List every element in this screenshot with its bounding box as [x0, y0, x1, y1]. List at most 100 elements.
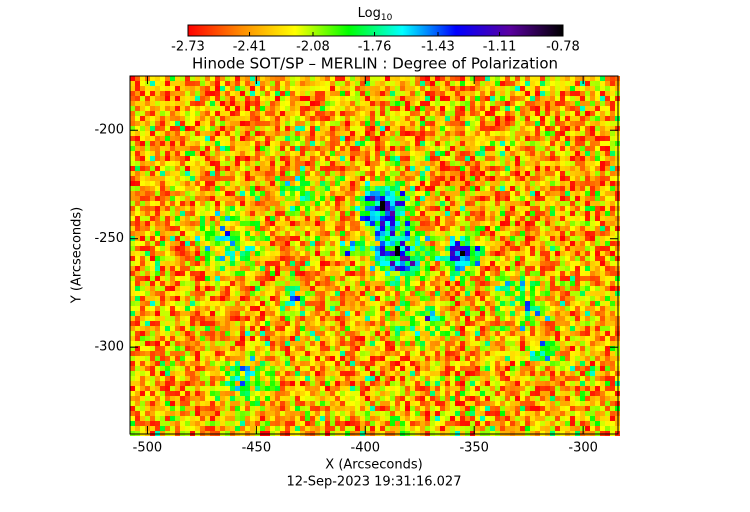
image-pixel	[210, 126, 215, 131]
image-pixel	[585, 311, 590, 316]
image-pixel	[235, 176, 240, 181]
image-pixel	[185, 171, 190, 176]
image-pixel	[430, 296, 435, 301]
image-pixel	[435, 86, 440, 91]
image-pixel	[570, 121, 575, 126]
image-pixel	[170, 176, 175, 181]
image-pixel	[275, 81, 280, 86]
image-pixel	[410, 111, 415, 116]
image-pixel	[325, 126, 330, 131]
image-pixel	[350, 201, 355, 206]
image-pixel	[595, 151, 600, 156]
image-pixel	[420, 246, 425, 251]
image-pixel	[290, 131, 295, 136]
image-pixel	[455, 181, 460, 186]
image-pixel	[550, 171, 555, 176]
image-pixel	[550, 251, 555, 256]
image-pixel	[220, 186, 225, 191]
image-pixel	[525, 86, 530, 91]
image-pixel	[225, 151, 230, 156]
image-pixel	[325, 251, 330, 256]
image-pixel	[405, 301, 410, 306]
image-pixel	[175, 221, 180, 226]
image-pixel	[290, 196, 295, 201]
image-pixel	[340, 231, 345, 236]
image-pixel	[240, 251, 245, 256]
image-pixel	[480, 201, 485, 206]
image-pixel	[575, 206, 580, 211]
image-pixel	[285, 221, 290, 226]
image-pixel	[505, 81, 510, 86]
image-pixel	[515, 231, 520, 236]
image-pixel	[410, 201, 415, 206]
image-pixel	[180, 321, 185, 326]
image-pixel	[180, 296, 185, 301]
image-pixel	[200, 121, 205, 126]
image-pixel	[190, 111, 195, 116]
image-pixel	[155, 96, 160, 101]
image-pixel	[160, 281, 165, 286]
image-pixel	[595, 236, 600, 241]
image-pixel	[265, 201, 270, 206]
image-pixel	[390, 306, 395, 311]
image-pixel	[240, 146, 245, 151]
image-pixel	[320, 251, 325, 256]
image-pixel	[490, 241, 495, 246]
image-pixel	[225, 246, 230, 251]
image-pixel	[495, 121, 500, 126]
image-pixel	[400, 96, 405, 101]
image-pixel	[575, 261, 580, 266]
image-pixel	[535, 246, 540, 251]
image-pixel	[275, 161, 280, 166]
image-pixel	[570, 201, 575, 206]
image-pixel	[590, 81, 595, 86]
image-pixel	[365, 91, 370, 96]
image-pixel	[175, 226, 180, 231]
image-pixel	[550, 291, 555, 296]
image-pixel	[435, 146, 440, 151]
image-pixel	[600, 136, 605, 141]
image-pixel	[470, 316, 475, 321]
image-pixel	[345, 286, 350, 291]
image-pixel	[495, 86, 500, 91]
image-pixel	[250, 121, 255, 126]
image-pixel	[375, 76, 380, 81]
image-pixel	[140, 161, 145, 166]
image-pixel	[595, 96, 600, 101]
image-pixel	[275, 111, 280, 116]
image-pixel	[230, 196, 235, 201]
image-pixel	[295, 261, 300, 266]
image-pixel	[445, 211, 450, 216]
image-pixel	[575, 91, 580, 96]
image-pixel	[290, 116, 295, 121]
image-pixel	[585, 156, 590, 161]
image-pixel	[505, 101, 510, 106]
image-pixel	[220, 226, 225, 231]
image-pixel	[305, 176, 310, 181]
image-pixel	[130, 111, 135, 116]
image-pixel	[290, 226, 295, 231]
image-pixel	[135, 221, 140, 226]
image-pixel	[445, 281, 450, 286]
image-pixel	[170, 116, 175, 121]
image-pixel	[355, 196, 360, 201]
image-pixel	[235, 286, 240, 291]
image-pixel	[505, 221, 510, 226]
image-pixel	[545, 221, 550, 226]
image-pixel	[405, 176, 410, 181]
image-pixel	[145, 166, 150, 171]
image-pixel	[375, 161, 380, 166]
image-pixel	[535, 131, 540, 136]
image-pixel	[520, 291, 525, 296]
image-pixel	[370, 141, 375, 146]
image-pixel	[160, 206, 165, 211]
image-pixel	[245, 166, 250, 171]
image-pixel	[210, 251, 215, 256]
image-pixel	[405, 231, 410, 236]
image-pixel	[590, 141, 595, 146]
image-pixel	[140, 171, 145, 176]
image-pixel	[300, 181, 305, 186]
image-pixel	[235, 261, 240, 266]
image-pixel	[570, 176, 575, 181]
image-pixel	[275, 206, 280, 211]
